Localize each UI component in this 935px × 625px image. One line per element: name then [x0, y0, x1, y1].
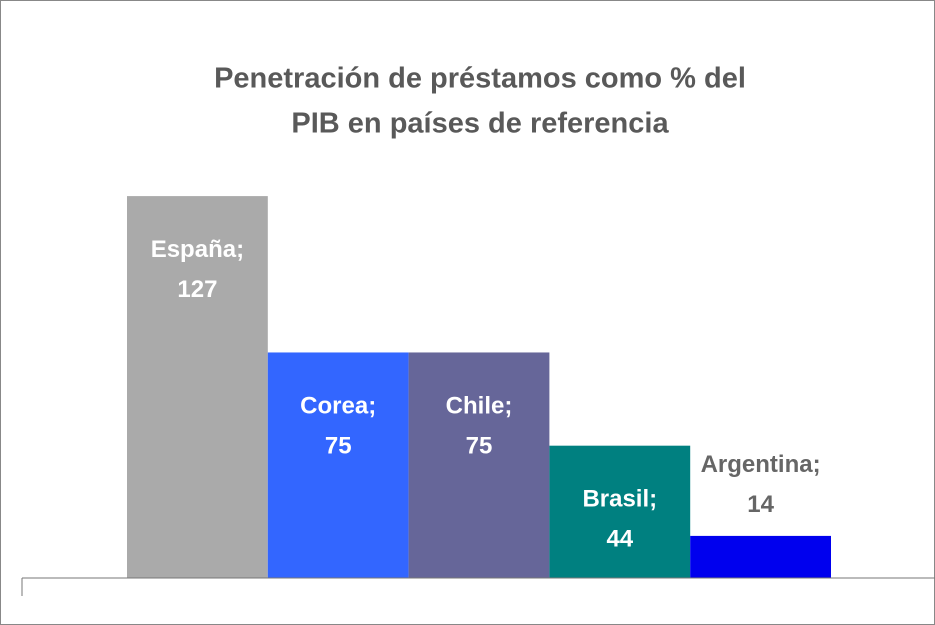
bar: [690, 535, 831, 578]
data-label: Corea; 75: [300, 393, 376, 460]
data-label-line: Argentina;: [701, 451, 821, 478]
chart-title: PIB en países de referencia: [291, 108, 669, 140]
chart-title: Penetración de préstamos como % del: [214, 63, 746, 95]
bar: [549, 445, 691, 578]
bar: [408, 352, 550, 578]
bar: [267, 352, 409, 578]
data-label: Brasil; 44: [582, 486, 657, 553]
data-label-line: España;: [151, 236, 244, 263]
data-label-line: Brasil;: [582, 486, 657, 513]
data-label-line: 44: [606, 526, 633, 553]
data-label-line: 75: [325, 433, 352, 460]
data-label: España; 127: [151, 236, 244, 303]
data-label-line: Chile;: [446, 393, 513, 420]
data-label: Argentina; 14: [701, 451, 821, 518]
bar: [127, 196, 268, 579]
data-label-line: 14: [747, 491, 774, 518]
data-label-line: Corea;: [300, 393, 376, 420]
data-label-line: 75: [466, 433, 493, 460]
data-label-line: 127: [177, 276, 217, 303]
data-label: Chile; 75: [446, 393, 513, 460]
